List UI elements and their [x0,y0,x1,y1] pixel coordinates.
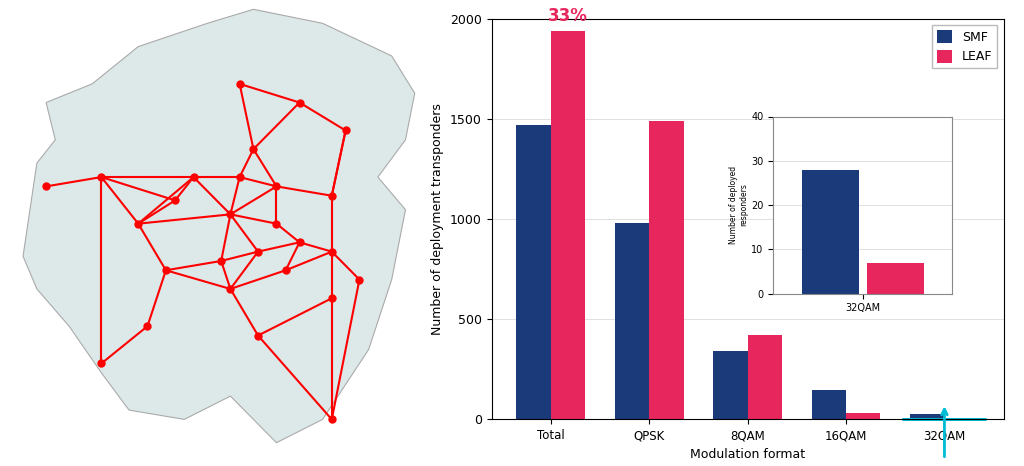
Polygon shape [24,9,415,443]
Text: 33%: 33% [548,7,588,25]
Bar [846,413,881,419]
Bar [551,31,585,419]
Y-axis label: Number of deployment transponders: Number of deployment transponders [431,103,444,335]
Bar [516,125,551,419]
Y-axis label: Number of deployed
responders: Number of deployed responders [729,166,749,244]
Bar [802,170,859,294]
Bar [944,418,979,419]
X-axis label: Modulation format: Modulation format [690,448,805,461]
Bar [713,351,748,419]
Bar [748,335,782,419]
Bar [910,414,944,419]
Legend: SMF, LEAF: SMF, LEAF [932,25,997,69]
Bar [812,391,846,419]
Bar [866,263,924,294]
Bar [649,121,684,419]
Bar [614,223,649,419]
